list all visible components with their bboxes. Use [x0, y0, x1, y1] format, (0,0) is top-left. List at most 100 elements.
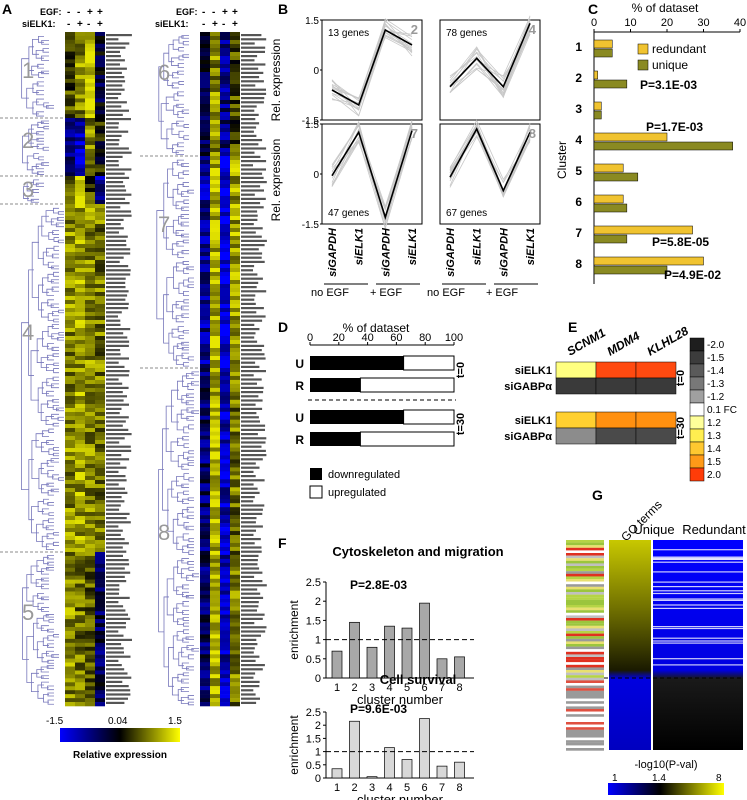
a-dendro-branch [177, 62, 184, 68]
a-heat-cell [220, 642, 230, 647]
g-go-term-row [566, 664, 604, 668]
a-heat-cell [85, 328, 95, 333]
a-heat-cell [65, 308, 75, 313]
a-heat-cell [85, 332, 95, 337]
a-heat-cell [230, 236, 240, 241]
a-heat-cell [210, 152, 220, 157]
a-heat-cell [210, 108, 220, 113]
g-go-term-row [566, 657, 604, 660]
a-heat-cell [65, 432, 75, 437]
a-gene-name [106, 412, 120, 415]
a-heat-cell [230, 328, 240, 333]
a-heat-cell [210, 698, 220, 703]
a-heat-cell [200, 686, 210, 691]
a-heat-cell [220, 156, 230, 161]
a-heat-cell [85, 571, 95, 576]
a-heat-cell [65, 607, 75, 612]
a-heat-cell [200, 550, 210, 556]
a-gene-name [241, 302, 256, 305]
a-heat-cell [220, 348, 230, 353]
a-heat-cell [220, 666, 230, 671]
a-heat-cell [95, 476, 105, 481]
a-gene-name [241, 260, 265, 263]
a-heat-cell [220, 64, 230, 69]
a-heat-cell [200, 546, 210, 552]
a-heat-cell [65, 137, 75, 142]
a-heat-cell [65, 114, 75, 119]
a-heat-cell [220, 650, 230, 655]
a-heat-cell [95, 316, 105, 321]
g-go-term-row [566, 592, 604, 595]
a-heat-cell [95, 121, 105, 127]
a-heat-cell [75, 516, 85, 521]
a-heat-cell [210, 200, 220, 205]
a-dendro-branch [172, 518, 179, 544]
a-gene-name [241, 399, 263, 402]
a-heat-cell [65, 141, 75, 146]
a-dendro-branch [182, 40, 189, 46]
a-heat-cell [75, 412, 85, 417]
a-heat-cell [210, 531, 220, 536]
a-heat-cell [65, 540, 75, 545]
a-heat-cell [210, 650, 220, 655]
a-heat-cell [75, 548, 85, 553]
a-heat-cell [75, 666, 85, 671]
a-heat-cell [210, 610, 220, 615]
a-heat-cell [210, 538, 220, 544]
a-gene-name [106, 252, 131, 255]
a-heat-cell [85, 35, 95, 41]
a-heat-cell [210, 180, 220, 185]
c-x-tick-label: 40 [734, 17, 746, 29]
a-heat-cell [210, 582, 220, 588]
a-heat-cell [210, 216, 220, 221]
a-gene-name [241, 420, 260, 423]
a-heat-cell [75, 39, 85, 45]
a-heat-cell [210, 491, 220, 496]
a-heat-cell [95, 196, 105, 201]
a-heat-cell [200, 523, 210, 528]
a-heat-cell [65, 98, 75, 103]
a-heat-cell [95, 432, 105, 437]
a-heat-cell [200, 666, 210, 671]
a-heat-cell [75, 184, 85, 189]
a-heat-cell [95, 579, 105, 584]
a-heat-cell [230, 176, 240, 181]
a-heat-cell [95, 583, 105, 588]
a-heat-cell [210, 172, 220, 177]
g-go-term-row [566, 618, 604, 621]
a-heat-cell [65, 284, 75, 289]
a-gene-name [241, 659, 256, 662]
a-heat-cell [220, 196, 230, 201]
a-heat-cell [65, 460, 75, 465]
a-heat-cell [65, 252, 75, 257]
a-gene-name [106, 197, 126, 200]
a-heat-cell [230, 574, 240, 580]
g-header-go-terms: GO terms [618, 497, 665, 544]
a-heat-cell [85, 599, 95, 604]
a-heat-cell [220, 276, 230, 281]
a-heat-cell [65, 192, 75, 197]
a-dendro-branch [52, 541, 59, 546]
a-gene-name [106, 533, 121, 536]
a-heat-cell [95, 59, 105, 64]
a-heat-cell [230, 658, 240, 663]
a-heat-cell [220, 471, 230, 476]
a-heat-cell [85, 460, 95, 465]
a-heat-cell [200, 491, 210, 496]
a-heat-cell [210, 328, 220, 333]
a-heat-cell [65, 480, 75, 485]
a-heat-cell [75, 571, 85, 576]
a-heat-cell [200, 228, 210, 233]
a-gene-name [106, 113, 123, 116]
a-gene-name [241, 323, 255, 326]
a-heat-cell [75, 508, 85, 513]
a-heat-cell [95, 192, 105, 197]
a-heat-cell [75, 552, 85, 557]
a-heat-cell [200, 300, 210, 305]
a-heat-cell [95, 532, 105, 537]
a-heat-cell [230, 72, 240, 77]
a-gene-name [241, 319, 263, 322]
a-heat-cell [230, 128, 240, 133]
a-gene-name [106, 281, 126, 284]
a-heat-cell [65, 71, 75, 76]
